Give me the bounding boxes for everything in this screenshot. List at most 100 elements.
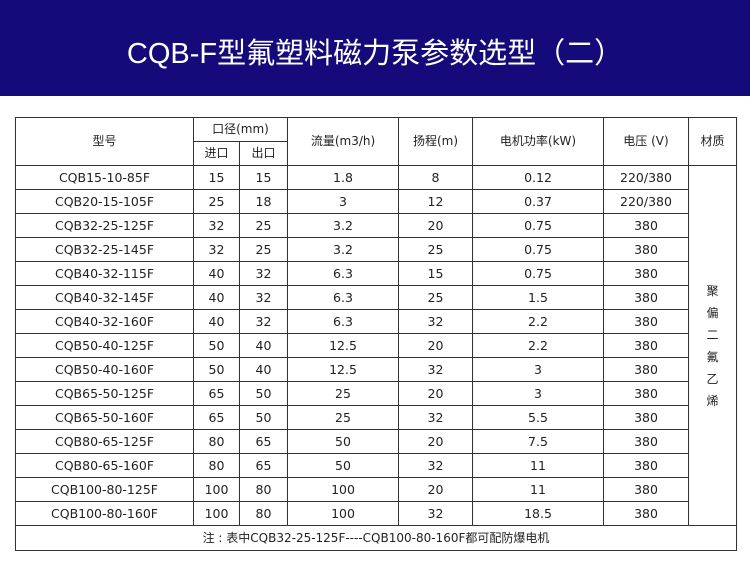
cell-power: 2.2 xyxy=(472,309,604,334)
cell-power: 0.75 xyxy=(472,237,604,262)
cell-voltage: 380 xyxy=(603,237,689,262)
header-inlet: 进口 xyxy=(193,141,240,166)
cell-head: 25 xyxy=(398,237,473,262)
cell-voltage: 220/380 xyxy=(603,189,689,214)
cell-flow: 3.2 xyxy=(287,213,399,238)
cell-model: CQB80-65-160F xyxy=(15,453,194,478)
table-row: CQB50-40-125F 50 40 12.5 20 2.2 380 xyxy=(15,333,737,358)
cell-model: CQB65-50-125F xyxy=(15,381,194,406)
cell-model: CQB32-25-125F xyxy=(15,213,194,238)
cell-flow: 50 xyxy=(287,453,399,478)
table-row: CQB32-25-145F 32 25 3.2 25 0.75 380 xyxy=(15,237,737,262)
cell-outlet: 32 xyxy=(239,285,288,310)
cell-power: 1.5 xyxy=(472,285,604,310)
cell-head: 32 xyxy=(398,309,473,334)
material-char: 乙 xyxy=(706,371,719,386)
cell-head: 12 xyxy=(398,189,473,214)
table-row: CQB40-32-115F 40 32 6.3 15 0.75 380 xyxy=(15,261,737,286)
table-row: CQB80-65-160F 80 65 50 32 11 380 xyxy=(15,453,737,478)
material-char: 氟 xyxy=(706,349,719,364)
cell-flow: 12.5 xyxy=(287,357,399,382)
cell-outlet: 18 xyxy=(239,189,288,214)
table-note: 注 : 表中CQB32-25-125F----CQB100-80-160F都可配… xyxy=(15,525,737,551)
cell-voltage: 380 xyxy=(603,429,689,454)
cell-outlet: 25 xyxy=(239,237,288,262)
cell-model: CQB100-80-125F xyxy=(15,477,194,502)
cell-model: CQB65-50-160F xyxy=(15,405,194,430)
cell-outlet: 50 xyxy=(239,405,288,430)
cell-power: 0.37 xyxy=(472,189,604,214)
cell-inlet: 65 xyxy=(193,381,240,406)
cell-power: 0.75 xyxy=(472,261,604,286)
cell-head: 32 xyxy=(398,453,473,478)
cell-voltage: 380 xyxy=(603,309,689,334)
cell-power: 0.12 xyxy=(472,165,604,190)
cell-flow: 6.3 xyxy=(287,309,399,334)
cell-inlet: 50 xyxy=(193,333,240,358)
cell-head: 20 xyxy=(398,213,473,238)
cell-outlet: 32 xyxy=(239,261,288,286)
cell-inlet: 80 xyxy=(193,429,240,454)
cell-inlet: 100 xyxy=(193,477,240,502)
cell-inlet: 32 xyxy=(193,213,240,238)
cell-head: 32 xyxy=(398,501,473,526)
header-model: 型号 xyxy=(15,117,194,166)
table-row: CQB65-50-160F 65 50 25 32 5.5 380 xyxy=(15,405,737,430)
cell-flow: 12.5 xyxy=(287,333,399,358)
cell-inlet: 40 xyxy=(193,285,240,310)
cell-model: CQB50-40-160F xyxy=(15,357,194,382)
cell-inlet: 15 xyxy=(193,165,240,190)
cell-power: 5.5 xyxy=(472,405,604,430)
cell-model: CQB20-15-105F xyxy=(15,189,194,214)
cell-model: CQB40-32-115F xyxy=(15,261,194,286)
cell-outlet: 40 xyxy=(239,333,288,358)
cell-flow: 3 xyxy=(287,189,399,214)
cell-inlet: 50 xyxy=(193,357,240,382)
table-row: CQB100-80-125F 100 80 100 20 11 380 xyxy=(15,477,737,502)
cell-model: CQB40-32-160F xyxy=(15,309,194,334)
cell-power: 11 xyxy=(472,477,604,502)
cell-voltage: 380 xyxy=(603,333,689,358)
cell-voltage: 380 xyxy=(603,261,689,286)
cell-inlet: 40 xyxy=(193,261,240,286)
table-row: CQB100-80-160F 100 80 100 32 18.5 380 xyxy=(15,501,737,526)
cell-inlet: 100 xyxy=(193,501,240,526)
cell-voltage: 380 xyxy=(603,357,689,382)
header-power: 电机功率(kW) xyxy=(472,117,604,166)
cell-inlet: 40 xyxy=(193,309,240,334)
cell-head: 8 xyxy=(398,165,473,190)
table-row: CQB20-15-105F 25 18 3 12 0.37 220/380 xyxy=(15,189,737,214)
header-voltage: 电压 (V) xyxy=(603,117,689,166)
cell-outlet: 50 xyxy=(239,381,288,406)
cell-inlet: 25 xyxy=(193,189,240,214)
material-char: 烯 xyxy=(706,393,719,408)
cell-inlet: 65 xyxy=(193,405,240,430)
cell-voltage: 380 xyxy=(603,381,689,406)
cell-power: 0.75 xyxy=(472,213,604,238)
cell-voltage: 380 xyxy=(603,501,689,526)
material-char: 偏 xyxy=(706,305,719,320)
cell-outlet: 32 xyxy=(239,309,288,334)
cell-voltage: 380 xyxy=(603,453,689,478)
cell-flow: 25 xyxy=(287,381,399,406)
page-title: CQB-F型氟塑料磁力泵参数选型（二） xyxy=(126,38,624,70)
cell-head: 32 xyxy=(398,405,473,430)
cell-voltage: 380 xyxy=(603,213,689,238)
cell-flow: 3.2 xyxy=(287,237,399,262)
cell-model: CQB50-40-125F xyxy=(15,333,194,358)
cell-outlet: 15 xyxy=(239,165,288,190)
cell-voltage: 380 xyxy=(603,477,689,502)
cell-inlet: 32 xyxy=(193,237,240,262)
cell-power: 2.2 xyxy=(472,333,604,358)
cell-power: 7.5 xyxy=(472,429,604,454)
material-char: 聚 xyxy=(706,283,719,298)
cell-head: 15 xyxy=(398,261,473,286)
cell-head: 20 xyxy=(398,429,473,454)
cell-outlet: 40 xyxy=(239,357,288,382)
table-row: CQB40-32-145F 40 32 6.3 25 1.5 380 xyxy=(15,285,737,310)
cell-material: 聚偏二氟乙烯 xyxy=(688,165,737,526)
cell-flow: 6.3 xyxy=(287,285,399,310)
header-head: 扬程(m) xyxy=(398,117,473,166)
table-row: CQB80-65-125F 80 65 50 20 7.5 380 xyxy=(15,429,737,454)
cell-power: 11 xyxy=(472,453,604,478)
